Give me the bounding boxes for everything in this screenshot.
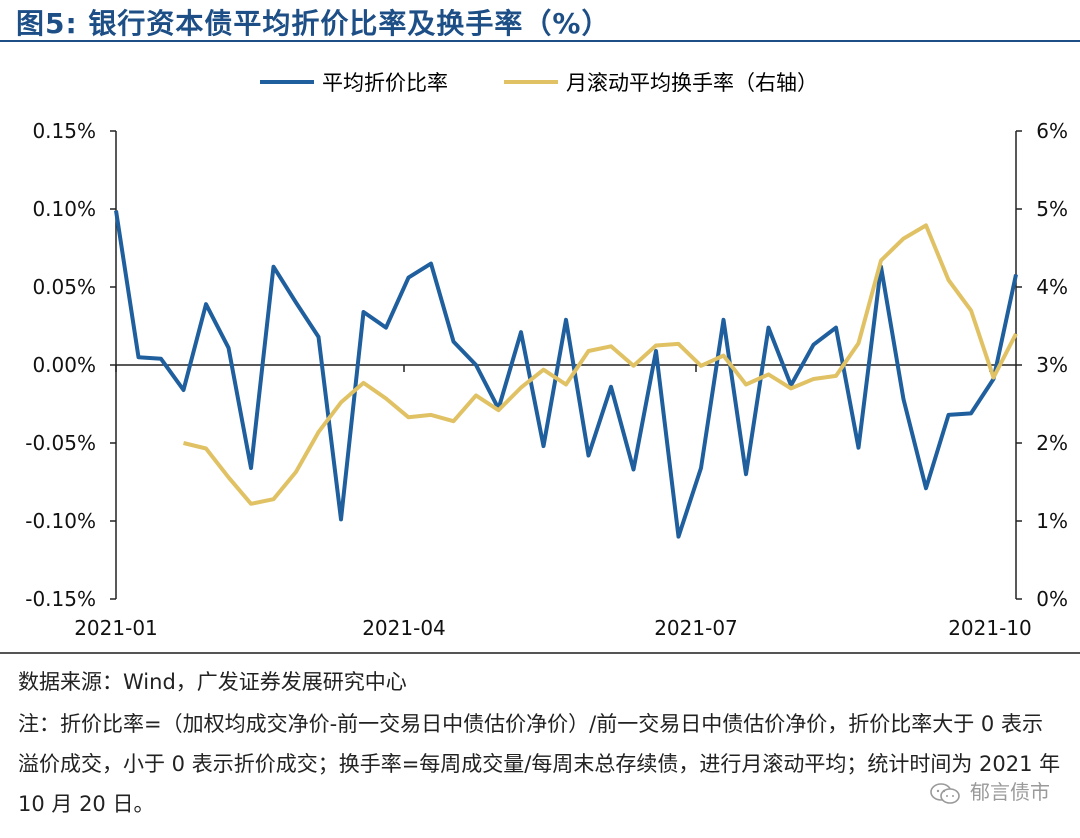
x-tick-label: 2021-10 — [948, 616, 1032, 640]
left-tick-label: -0.05% — [25, 431, 96, 455]
left-tick-label: 0.05% — [32, 275, 96, 299]
left-tick-label: 0.10% — [32, 197, 96, 221]
watermark: 郁言债市 — [929, 776, 1050, 805]
right-tick-label: 4% — [1036, 275, 1068, 299]
x-tick-label: 2021-01 — [74, 616, 158, 640]
right-tick-label: 6% — [1036, 119, 1068, 143]
series-line-turnover-rate — [183, 223, 1018, 506]
right-tick-label: 5% — [1036, 197, 1068, 221]
left-tick-label: -0.10% — [25, 509, 96, 533]
legend-label-series-1: 平均折价比率 — [322, 71, 448, 95]
watermark-text: 郁言债市 — [970, 780, 1050, 804]
source-divider — [0, 652, 1080, 654]
legend-label-series-2: 月滚动平均换手率（右轴） — [566, 71, 818, 95]
right-axis-ticks: 0% 1% 2% 3% 4% 5% 6% — [1016, 119, 1068, 611]
x-axis-ticks: 2021-01 2021-04 2021-07 2021-10 — [74, 365, 1032, 640]
right-tick-label: 2% — [1036, 431, 1068, 455]
x-tick-label: 2021-07 — [654, 616, 738, 640]
note-text: 注：折价比率=（加权均成交净价-前一交易日中债估价净价）/前一交易日中债估价净价… — [18, 712, 1061, 816]
right-tick-label: 1% — [1036, 509, 1068, 533]
wechat-icon — [929, 782, 960, 804]
source-text: 数据来源：Wind，广发证券发展研究中心 — [18, 670, 407, 694]
left-tick-label: -0.15% — [25, 587, 96, 611]
chart: 平均折价比率 月滚动平均换手率（右轴） -0.15% -0.10% -0.05% 0.… — [25, 71, 1068, 640]
left-tick-label: 0.15% — [32, 119, 96, 143]
series-layer — [114, 210, 1018, 539]
right-tick-label: 0% — [1036, 587, 1068, 611]
legend: 平均折价比率 月滚动平均换手率（右轴） — [260, 71, 818, 95]
right-tick-label: 3% — [1036, 353, 1068, 377]
title-divider — [0, 40, 1080, 42]
x-tick-label: 2021-04 — [362, 616, 446, 640]
left-axis-ticks: -0.15% -0.10% -0.05% 0.00% 0.05% 0.10% 0.15% — [25, 119, 116, 611]
left-tick-label: 0.00% — [32, 353, 96, 377]
series-line-discount-ratio — [114, 210, 1018, 539]
figure-title: 图5: 银行资本债平均折价比率及换手率（%） — [16, 7, 611, 40]
